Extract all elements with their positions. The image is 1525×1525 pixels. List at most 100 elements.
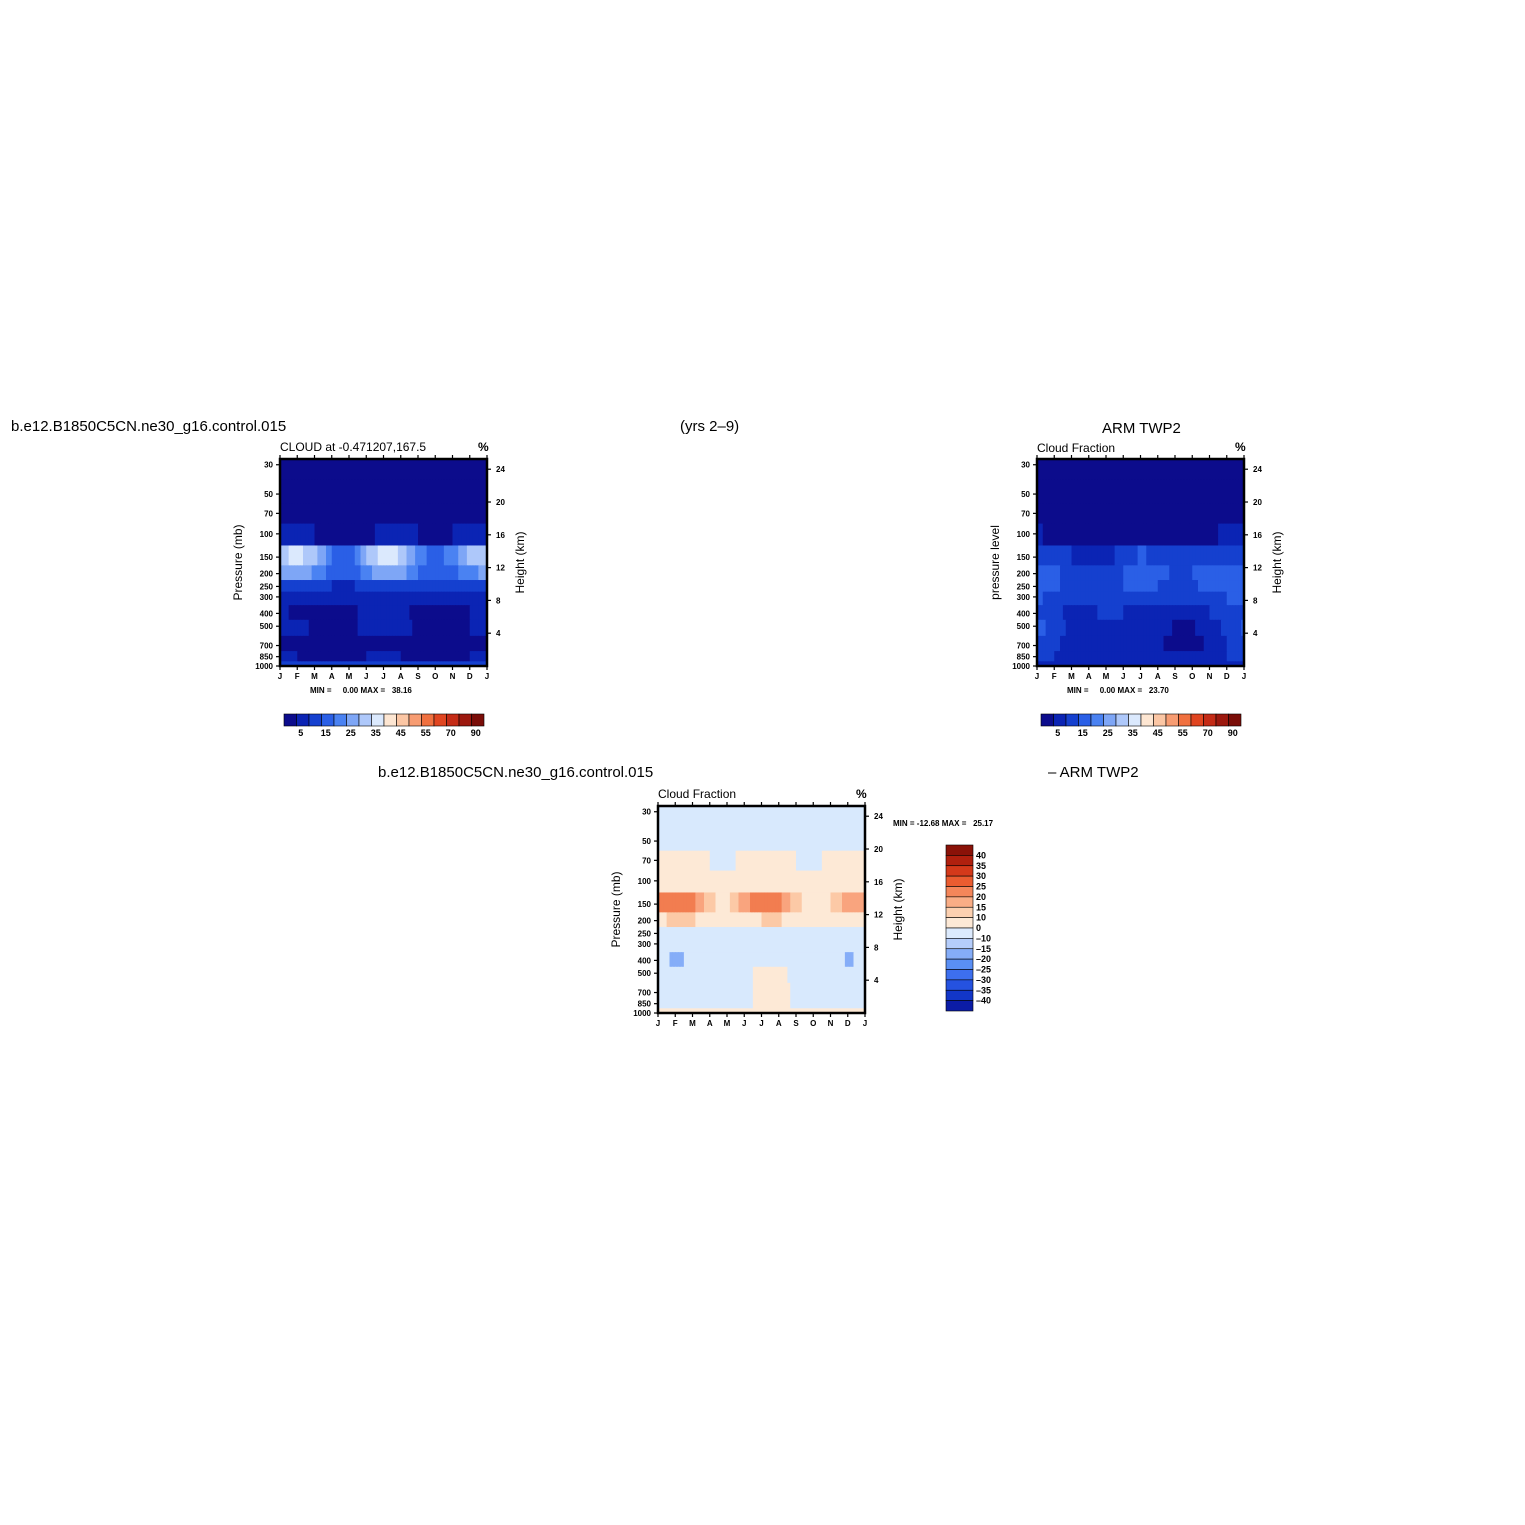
panel3-cell: [724, 966, 728, 984]
panel3-cell: [695, 912, 699, 928]
panel3-colorbar-label: 15: [976, 902, 986, 912]
panel1-cell: [449, 635, 454, 652]
panel2-cell: [1085, 459, 1090, 480]
panel3-cell: [672, 850, 676, 872]
panel1-cell: [458, 651, 462, 662]
panel2-cell: [1200, 580, 1205, 593]
panel3-cell: [770, 998, 774, 1009]
panel3-cell: [721, 998, 725, 1009]
panel2-cell: [1169, 503, 1173, 525]
panel1-cell: [458, 635, 462, 652]
panel3-cell: [689, 892, 694, 913]
panel1-cell: [369, 565, 373, 581]
panel1-cell: [363, 479, 367, 505]
panel3-cell: [663, 998, 668, 1009]
panel3-cell: [729, 892, 734, 913]
panel2-cell: [1186, 479, 1190, 505]
panel1-cell: [294, 479, 298, 505]
panel3-cell: [830, 850, 834, 872]
panel2-cell: [1091, 479, 1096, 505]
panel2-cell: [1218, 591, 1222, 606]
panel2-cell: [1200, 503, 1205, 525]
panel1-cell: [418, 661, 422, 667]
panel3-cell: [695, 966, 699, 984]
panel2-ytick-label: 700: [1017, 642, 1031, 651]
panel1-cell: [438, 479, 442, 505]
panel2-cell: [1117, 661, 1121, 667]
panel3-cell: [732, 850, 737, 872]
panel2-cell: [1111, 479, 1116, 505]
panel3-colorbar-box: [945, 927, 974, 939]
panel1-cell: [288, 661, 293, 667]
panel1-xtick-label: J: [278, 672, 282, 681]
panel2-cell: [1238, 591, 1242, 606]
panel2-colorbar-box: [1228, 713, 1242, 727]
panel3-cell: [836, 912, 840, 928]
panel1-xtick-label: S: [415, 672, 421, 681]
panel3-cell: [796, 850, 800, 872]
panel3-cell: [758, 927, 763, 940]
panel2-cell: [1042, 580, 1047, 593]
panel1-cell: [386, 651, 390, 662]
panel3-cell: [847, 912, 852, 928]
panel2-cell: [1235, 619, 1239, 637]
panel3-cell: [727, 1008, 731, 1014]
panel1-cell: [323, 545, 327, 566]
panel3-cell: [804, 870, 809, 894]
panel2-cell: [1085, 479, 1090, 505]
panel1-cell: [441, 635, 445, 652]
panel2-cell: [1226, 651, 1231, 662]
panel1-cell: [461, 523, 465, 547]
panel1-cell: [311, 661, 316, 667]
panel1-cell: [328, 591, 333, 606]
panel2-cell: [1203, 591, 1208, 606]
panel3-cell: [752, 912, 757, 928]
panel1-cell: [340, 591, 344, 606]
panel2-colorbar-box: [1040, 713, 1054, 727]
panel2-cell: [1235, 635, 1239, 652]
panel3-cell: [801, 938, 806, 953]
panel2-cell: [1074, 619, 1078, 637]
panel1-cell: [443, 479, 448, 505]
panel3-cell: [778, 966, 783, 984]
panel3-cell: [750, 952, 754, 968]
panel3-cell: [715, 927, 719, 940]
panel1-cell: [403, 651, 408, 662]
panel1-cell: [360, 503, 364, 525]
panel1-cell: [337, 635, 341, 652]
panel1-cell: [429, 523, 433, 547]
panel3-ytick-label: 150: [638, 900, 652, 909]
panel1-rtick-label: 8: [496, 596, 501, 605]
panel2-cell: [1103, 661, 1107, 667]
panel2-cell: [1215, 479, 1219, 505]
panel3-cell: [801, 998, 806, 1009]
panel2-xtick-label: S: [1172, 672, 1178, 681]
panel1-cell: [481, 635, 485, 652]
panel2-cell: [1111, 651, 1116, 662]
panel2-cell: [1152, 591, 1156, 606]
panel1-cell: [466, 459, 471, 480]
panel3-colorbar-box: [945, 948, 974, 960]
panel3-cell: [755, 870, 760, 894]
panel3-cell: [675, 952, 679, 968]
panel3-cell: [836, 952, 840, 968]
panel2-cell: [1129, 580, 1133, 593]
panel2-cell: [1074, 545, 1078, 566]
panel1-cell: [432, 545, 436, 566]
panel1-cell: [426, 565, 431, 581]
panel1-cell: [328, 651, 333, 662]
panel1-cell: [392, 459, 396, 480]
panel2-cell: [1183, 479, 1188, 505]
panel1-cell: [337, 479, 341, 505]
panel2-cell: [1131, 523, 1136, 547]
panel2-cell: [1126, 479, 1130, 505]
panel2-cell: [1180, 651, 1185, 662]
panel1-cell: [458, 605, 462, 621]
panel2-cell: [1180, 459, 1185, 480]
panel2-cell: [1200, 523, 1205, 547]
panel2-cell: [1062, 479, 1067, 505]
panel1-cell: [360, 479, 364, 505]
panel3-cell: [793, 1008, 797, 1014]
panel1-cell: [346, 661, 350, 667]
